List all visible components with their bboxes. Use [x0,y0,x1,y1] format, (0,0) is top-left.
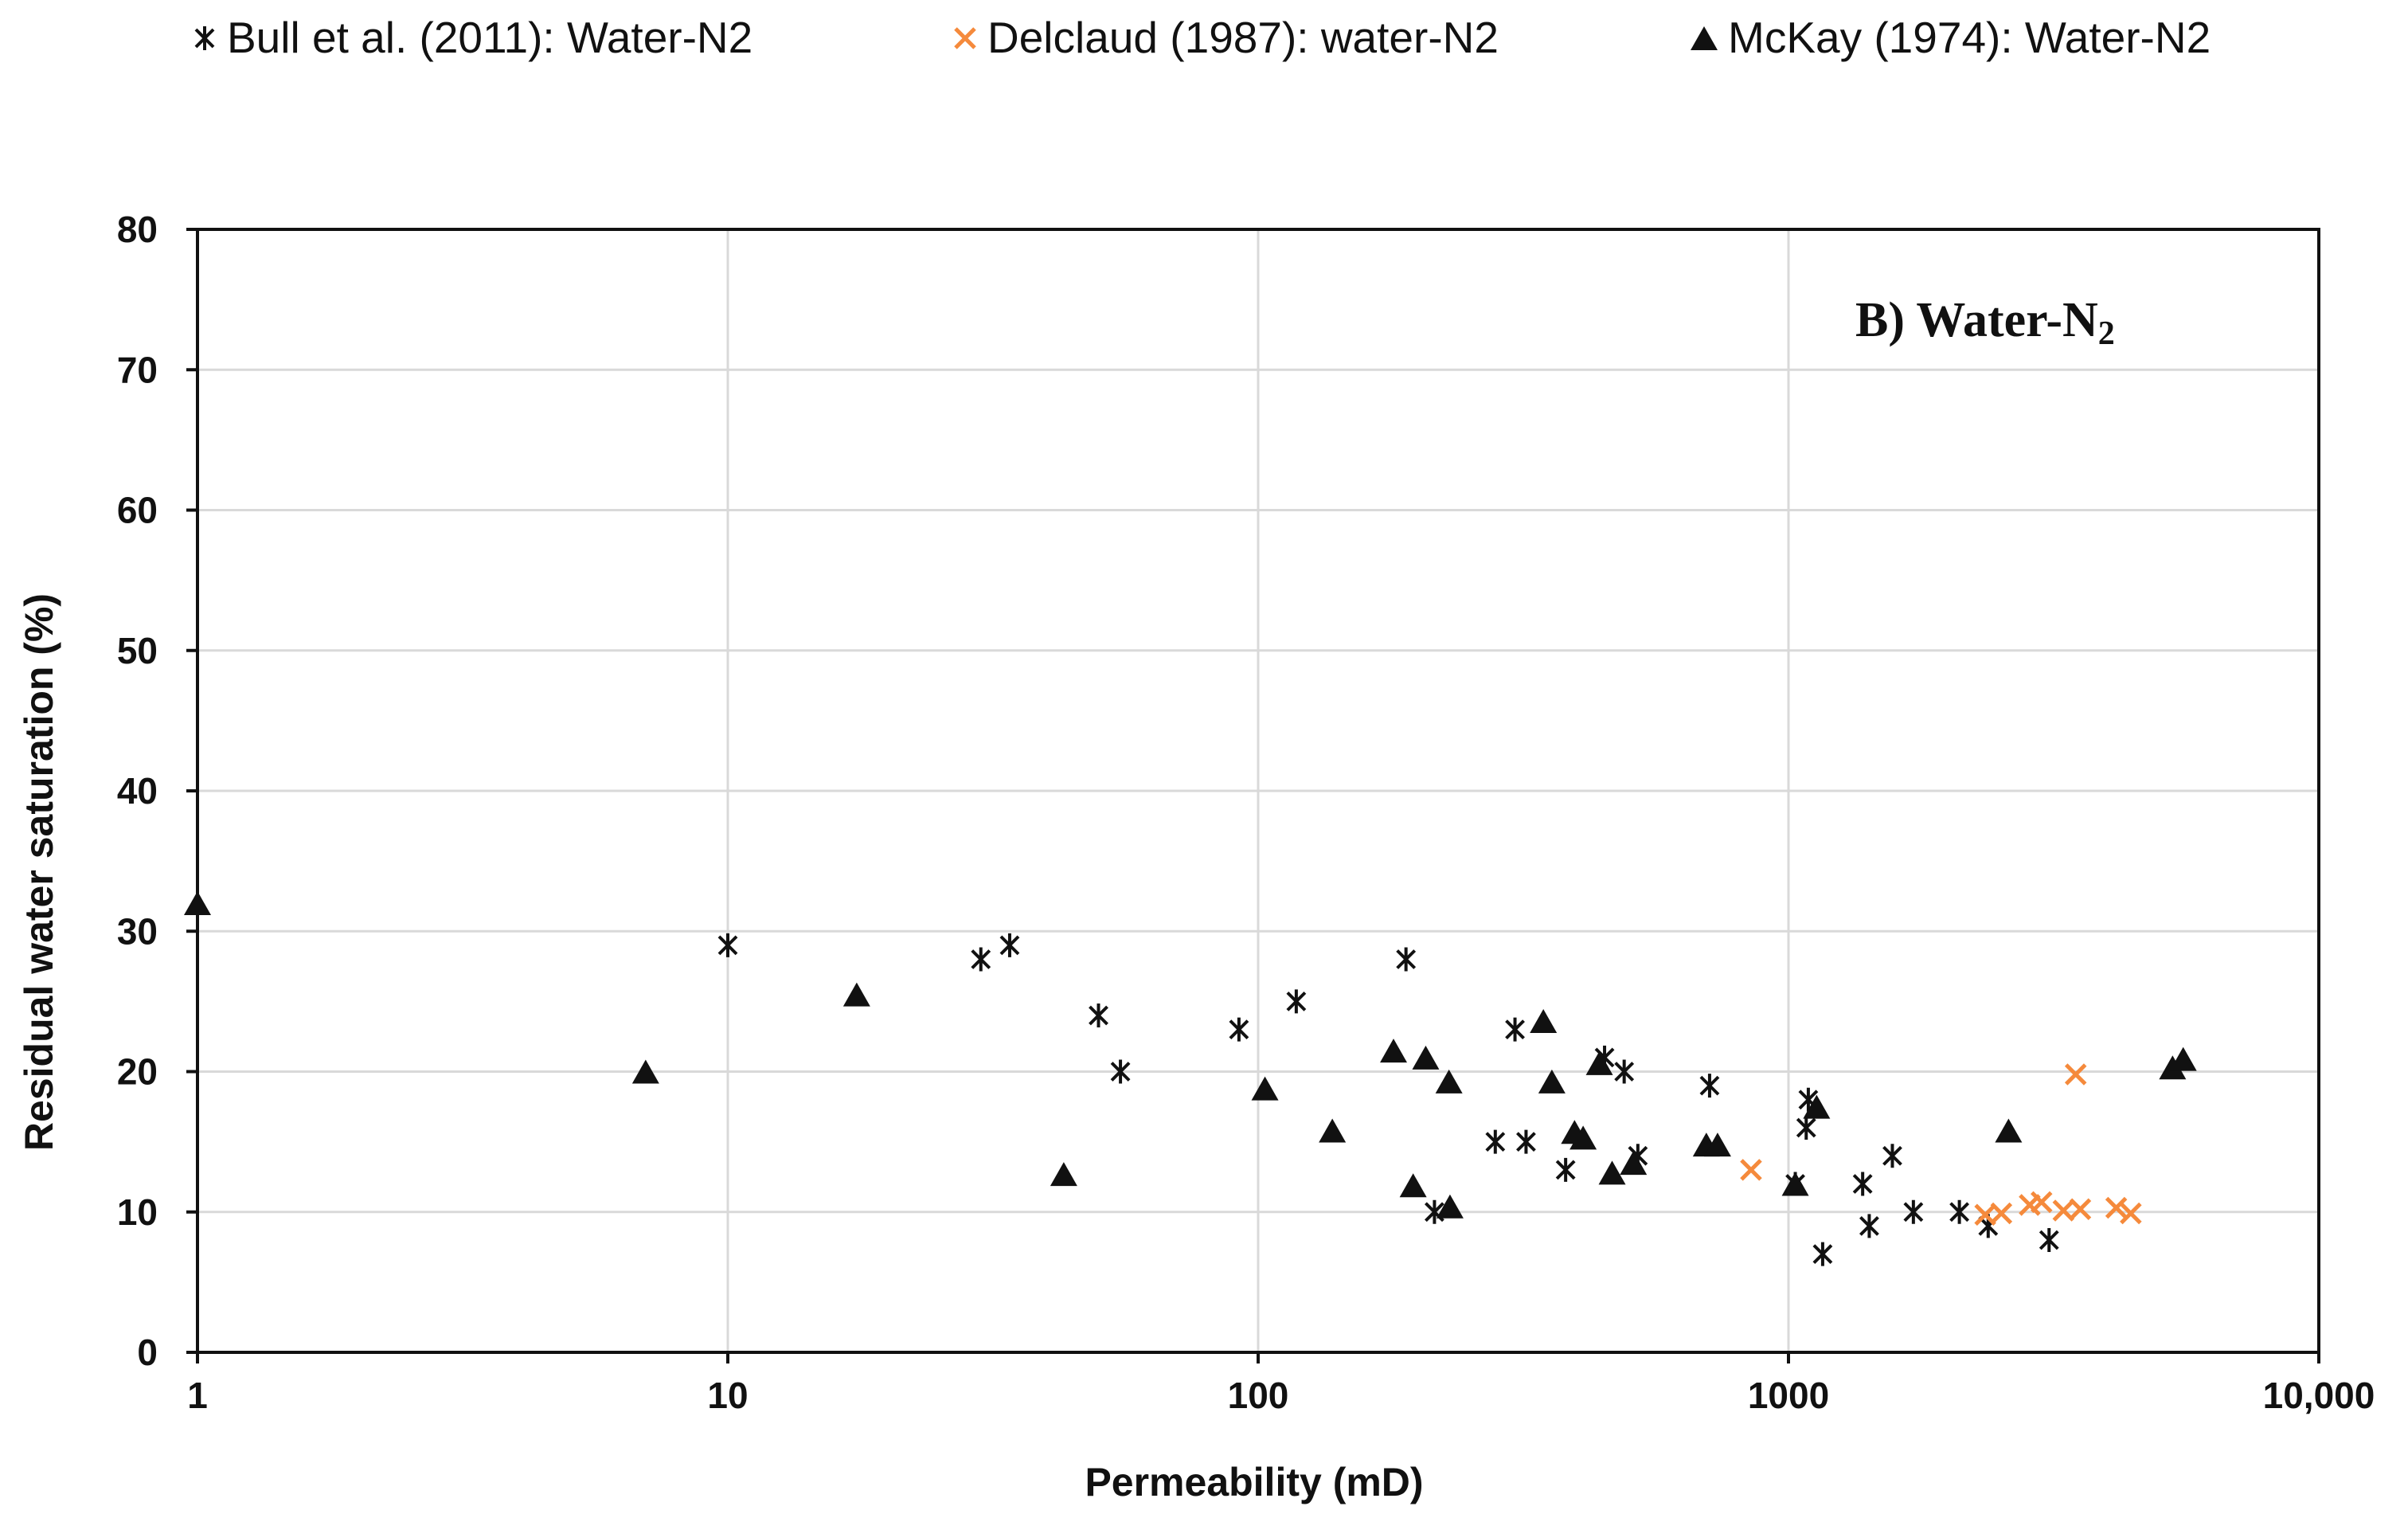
y-tick-label: 30 [117,910,158,952]
data-point-triangle [1598,1160,1626,1185]
y-axis-title: Residual water saturation (%) [17,593,61,1151]
gridlines [197,229,2319,1352]
data-point-triangle [1703,1133,1731,1157]
data-point-triangle [1803,1094,1831,1119]
x-tick-label: 10 [707,1375,748,1416]
data-point-triangle [1538,1069,1566,1094]
data-point-triangle [2169,1047,2197,1071]
data-point-asterisk [1949,1199,1970,1224]
data-point-asterisk [1852,1172,1873,1196]
data-point-asterisk [1110,1059,1131,1084]
series-x [1740,1063,2142,1227]
x-tick-label: 1000 [1748,1375,1829,1416]
legend-label-bull: Bull et al. (2011): Water-N2 [227,13,752,62]
data-point-asterisk [1882,1144,1902,1168]
data-point-x [2069,1198,2092,1220]
y-tick-label: 80 [117,209,158,250]
data-point-triangle [1399,1173,1427,1198]
data-point-x [1990,1202,2013,1225]
data-point-asterisk [1485,1129,1506,1154]
data-point-asterisk [1286,989,1307,1014]
series-triangle [184,891,2197,1219]
data-point-triangle [1050,1162,1077,1187]
data-point-asterisk [971,947,991,972]
y-tick-label: 70 [117,349,158,390]
data-point-asterisk [1555,1157,1576,1182]
data-point-triangle [842,982,870,1007]
legend-item-delclaud: Delclaud (1987): water-N2 [954,13,1499,62]
data-point-asterisk [1505,1017,1525,1042]
data-point-triangle [184,891,211,915]
y-axis-ticks: 0 10 20 30 40 50 60 70 80 [117,209,197,1373]
x-tick-label: 1 [187,1375,208,1416]
y-tick-label: 40 [117,770,158,812]
data-point-x [2030,1191,2053,1214]
y-tick-label: 20 [117,1051,158,1093]
legend-marker-asterisk [194,26,215,50]
legend-item-mckay: McKay (1974): Water-N2 [1691,13,2211,62]
data-point-triangle [1412,1045,1440,1070]
x-tick-label: 10,000 [2263,1375,2375,1416]
data-point-asterisk [1089,1004,1108,1027]
data-point-asterisk [1903,1199,1924,1224]
data-point-triangle [1585,1050,1613,1075]
data-point-triangle [1435,1069,1463,1094]
data-point-x [2064,1063,2087,1086]
data-point-asterisk [1614,1059,1635,1084]
legend-symbol-triangle [1691,26,1718,50]
y-tick-label: 50 [117,630,158,671]
data-point-triangle [1530,1009,1558,1034]
data-point-triangle [1620,1151,1648,1176]
data-point-asterisk [2039,1228,2059,1252]
data-point-triangle [1436,1194,1464,1219]
legend-marker-x [954,27,976,49]
legend-item-bull: Bull et al. (2011): Water-N2 [194,13,752,62]
data-point-asterisk [1812,1242,1833,1266]
data-point-asterisk [999,933,1020,957]
legend-label-delclaud: Delclaud (1987): water-N2 [987,13,1499,62]
data-point-triangle [1995,1118,2023,1143]
legend: Bull et al. (2011): Water-N2 Delclaud (1… [194,13,2211,62]
legend-label-mckay: McKay (1974): Water-N2 [1728,13,2211,62]
data-point-triangle [1570,1125,1597,1150]
data-point-asterisk [1516,1129,1536,1154]
data-point-asterisk [1229,1017,1249,1042]
data-point-asterisk [1859,1214,1879,1238]
panel-annotation-subscript: 2 [2098,315,2115,352]
data-point-triangle [1251,1076,1279,1101]
data-points [184,891,2197,1266]
legend-symbol-x [954,27,976,49]
data-point-asterisk [1699,1074,1720,1098]
data-point-triangle [1380,1039,1408,1063]
data-point-asterisk [1396,947,1417,972]
legend-marker-triangle [1691,26,1718,50]
y-tick-label: 60 [117,490,158,531]
x-axis-ticks: 1 10 100 1000 10,000 [187,1352,2375,1416]
data-point-asterisk [1796,1116,1816,1140]
panel-annotation-main: B) Water-N [1855,293,2098,347]
panel-annotation: B) Water-N2 [1855,293,2115,352]
data-point-triangle [1319,1118,1347,1143]
data-point-x [2120,1202,2142,1225]
y-tick-label: 10 [117,1191,158,1233]
data-point-x [1740,1159,1762,1181]
y-tick-label: 0 [137,1332,158,1373]
x-axis-title: Permeability (mD) [1085,1460,1423,1504]
data-point-x [2105,1196,2128,1219]
data-point-asterisk [717,933,738,957]
data-point-triangle [1781,1172,1809,1196]
x-tick-label: 100 [1228,1375,1289,1416]
data-point-triangle [631,1059,659,1084]
legend-symbol-asterisk [194,26,215,50]
